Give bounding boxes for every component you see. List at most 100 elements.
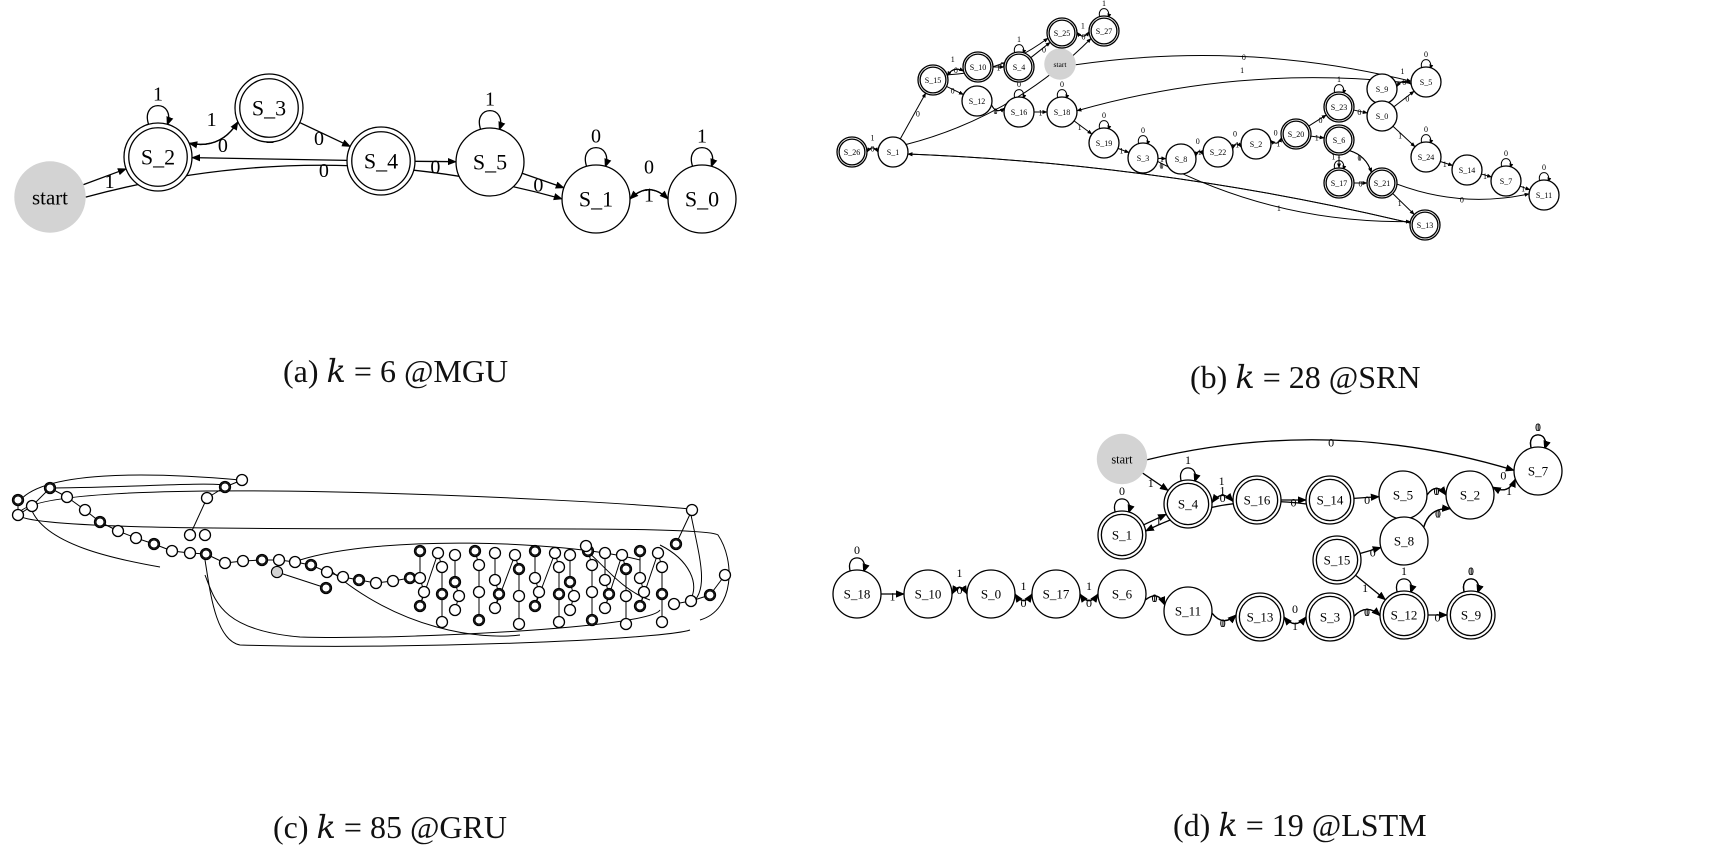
state-circle [552, 560, 566, 574]
gru-state-node [413, 599, 427, 613]
accept-ring [530, 546, 540, 556]
self-loop-path [848, 557, 870, 573]
edge-label: 0 [1542, 163, 1546, 172]
edge-label: 1 [1078, 123, 1082, 132]
self-loop-path [1538, 172, 1552, 183]
state-circle [633, 571, 647, 585]
edge-s-11-to-s-11: 0 [1538, 163, 1552, 183]
edge-label: 0 [314, 128, 324, 150]
edge-path [83, 168, 127, 186]
gru-state-node [218, 556, 232, 570]
diagram-a-mgu: 10101010100110startS_2S_3S_4S_5S_1S_0 [14, 73, 737, 234]
state-label: S_13 [1247, 610, 1274, 625]
accept-ring [705, 590, 715, 600]
state-s-14: S_14 [1451, 154, 1483, 186]
edge-label: 1 [1156, 514, 1162, 528]
state-s-3: S_3 [1305, 592, 1355, 642]
gru-state-node [488, 546, 502, 560]
edge-label: 1 [153, 83, 163, 105]
edge-s-13-to-s-3: 1 [1283, 616, 1307, 633]
state-s-4: S_4 [1163, 479, 1213, 529]
accept-ring [470, 546, 480, 556]
gru-state-node [655, 587, 669, 601]
state-label: S_9 [1376, 85, 1388, 94]
state-circle [1046, 96, 1078, 128]
state-circle [386, 574, 400, 588]
gru-state-node [488, 573, 502, 587]
edge-s-3-to-s-2: 1 [188, 109, 239, 149]
edge-s-1-to-s-26: 1 [866, 133, 879, 153]
state-circle [1202, 136, 1234, 168]
gru-state-node [598, 546, 612, 560]
edge-label: 0 [1364, 493, 1370, 507]
edge-label: 1 [1468, 564, 1474, 578]
state-s-2: S_2 [1445, 470, 1495, 520]
edge-label: 0 [1242, 53, 1246, 62]
edge-path [1283, 616, 1307, 626]
edge-label: 1 [994, 107, 998, 116]
edge-label: 1 [1398, 199, 1402, 208]
edge-s-5-to-s-1: 0 [521, 172, 565, 197]
state-circle [198, 528, 212, 542]
state-label: S_21 [1374, 179, 1390, 188]
state-circle [1031, 569, 1081, 619]
gru-state-node [585, 558, 599, 572]
self-loop-path [1395, 578, 1417, 594]
edge-s-2-to-s-2: 1 [146, 83, 174, 126]
gru-state-node [552, 560, 566, 574]
state-circle [548, 546, 562, 560]
gru-state-node [25, 499, 39, 513]
gru-state-node [304, 558, 318, 572]
state-s-10: S_10 [962, 51, 994, 83]
state-s-27: S_27 [1088, 15, 1120, 47]
state-circle [508, 548, 522, 562]
state-s-25: S_25 [1046, 17, 1078, 49]
edge-path [1030, 41, 1051, 59]
edge-s-18-to-s-18: 0 [1056, 80, 1070, 100]
edge-label: 1 [951, 55, 955, 64]
gru-state-node [352, 573, 366, 587]
state-circle [1165, 143, 1197, 175]
edge-s-7-to-s-2: 0 [1491, 468, 1516, 495]
accept-ring [635, 546, 645, 556]
edge-path [299, 121, 352, 148]
edge-s-16-to-s-4: 1 [1211, 474, 1234, 504]
edge-label: 1 [1398, 132, 1402, 141]
gru-state-node [619, 589, 633, 603]
edge-label: 0 [1017, 80, 1021, 89]
edge-path [1194, 150, 1204, 157]
caption-c: (c) k = 85 @GRU [273, 808, 507, 846]
state-label: S_18 [844, 587, 871, 602]
state-s-5: S_5 [1410, 66, 1442, 98]
accept-ring [1325, 93, 1353, 121]
gru-state-node [448, 575, 462, 589]
edge-s-21-to-s-13: 1 [1392, 193, 1415, 215]
gru-state-node [472, 558, 486, 572]
gru-state-node [528, 571, 542, 585]
state-label: S_3 [1137, 154, 1149, 163]
edge-path [1270, 137, 1282, 145]
state-circle [431, 546, 445, 560]
state-circle [448, 548, 462, 562]
accept-ring [220, 482, 230, 492]
edge-path [1147, 439, 1515, 472]
state-s-16: S_16 [1232, 475, 1282, 525]
state-circle [685, 503, 699, 517]
state-circle [236, 554, 250, 568]
accept-ring [919, 66, 947, 94]
state-label: S_4 [364, 149, 398, 174]
gru-state-node [655, 615, 669, 629]
edge-label: 0 [954, 66, 958, 75]
accept-ring [565, 577, 575, 587]
gru-state-node [633, 571, 647, 585]
accept-ring [1235, 478, 1279, 522]
self-loop-path [1500, 158, 1514, 169]
state-circle [1410, 66, 1442, 98]
gru-state-node [472, 585, 486, 599]
caption-b: (b) k = 28 @SRN [1190, 358, 1421, 396]
edge-start-to-s-5: 0 [1075, 53, 1412, 83]
self-loop-path [1113, 498, 1135, 514]
state-circle [961, 85, 993, 117]
gru-state-node [552, 615, 566, 629]
